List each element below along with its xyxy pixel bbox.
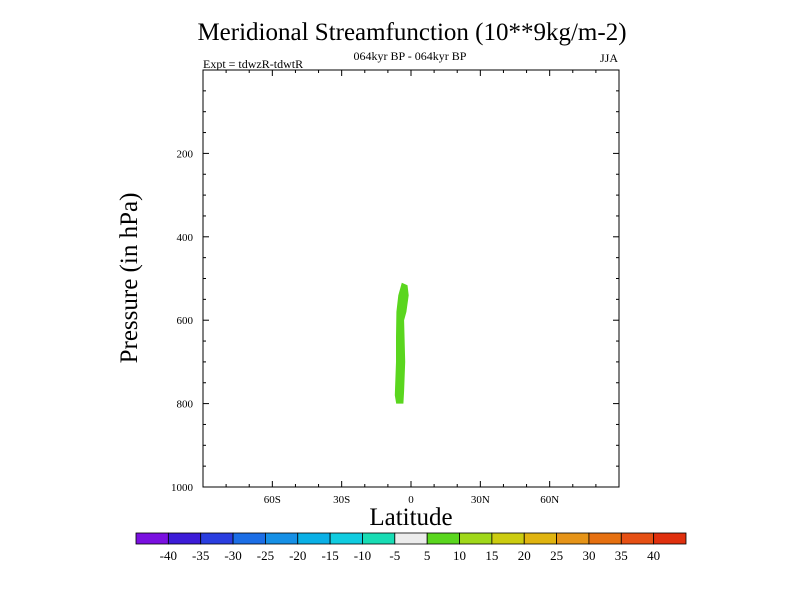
colorbar-swatch [523,532,557,545]
colorbar-swatch [588,532,622,545]
colorbar-label: -30 [224,548,241,563]
colorbar-swatch [491,532,525,545]
x-axis-title: Latitude [369,504,452,531]
colorbar-swatch [167,532,202,545]
colorbar-label: 15 [485,548,498,563]
colorbar-swatch [362,532,396,545]
colorbar-swatch [556,532,590,545]
y-axis-title: Pressure (in hPa) [116,193,143,364]
colorbar-label: -15 [321,548,338,563]
colorbar-label: -5 [389,548,400,563]
subtitle-right: JJA [600,51,618,65]
chart-title: Meridional Streamfunction (10**9kg/m-2) [197,19,626,46]
colorbar-label: 40 [647,548,660,563]
colorbar-label: 25 [550,548,563,563]
colorbar-label: -35 [192,548,209,563]
contour-fill-region [394,282,409,404]
x-tick-label: 60N [540,494,559,506]
colorbar-label: -20 [289,548,306,563]
colorbar-swatch [394,532,428,545]
colorbar-swatch [232,532,266,545]
x-tick-label: 0 [408,494,414,506]
subtitle-center: 064kyr BP - 064kyr BP [354,49,467,63]
x-tick-label: 30N [471,494,490,506]
colorbar-swatch [620,532,655,545]
x-tick-label: 30S [333,494,350,506]
colorbar-label: 5 [424,548,431,563]
y-tick-label: 600 [177,315,194,327]
y-tick-label: 800 [177,399,194,411]
colorbar-label: -40 [160,548,177,563]
colorbar-label: 35 [615,548,628,563]
plot-frame [202,69,620,488]
plot-area: 60S 30S 0 30N 60N 200 400 600 800 1000 [171,69,620,506]
colorbar-label: -10 [354,548,371,563]
colorbar-label: 30 [582,548,595,563]
y-tick-label: 1000 [171,482,194,494]
colorbar-swatch [459,532,493,545]
x-tick-label: 60S [264,494,281,506]
colorbar-swatch [329,532,363,545]
subtitle-left: Expt = tdwzR-tdwtR [203,57,303,71]
colorbar-swatch [200,532,234,545]
colorbar: -40 -35 -30 -25 -20 -15 -10 -5 5 10 15 20 25 30 35 40 [135,532,687,563]
colorbar-swatch [265,532,299,545]
colorbar-swatch [426,532,460,545]
colorbar-label: 20 [518,548,531,563]
colorbar-swatch [297,532,331,545]
colorbar-label: 10 [453,548,466,563]
colorbar-swatch [135,532,169,545]
y-tick-label: 200 [177,148,194,160]
y-tick-label: 400 [177,232,194,244]
colorbar-label: -25 [257,548,274,563]
colorbar-swatch [653,532,687,545]
